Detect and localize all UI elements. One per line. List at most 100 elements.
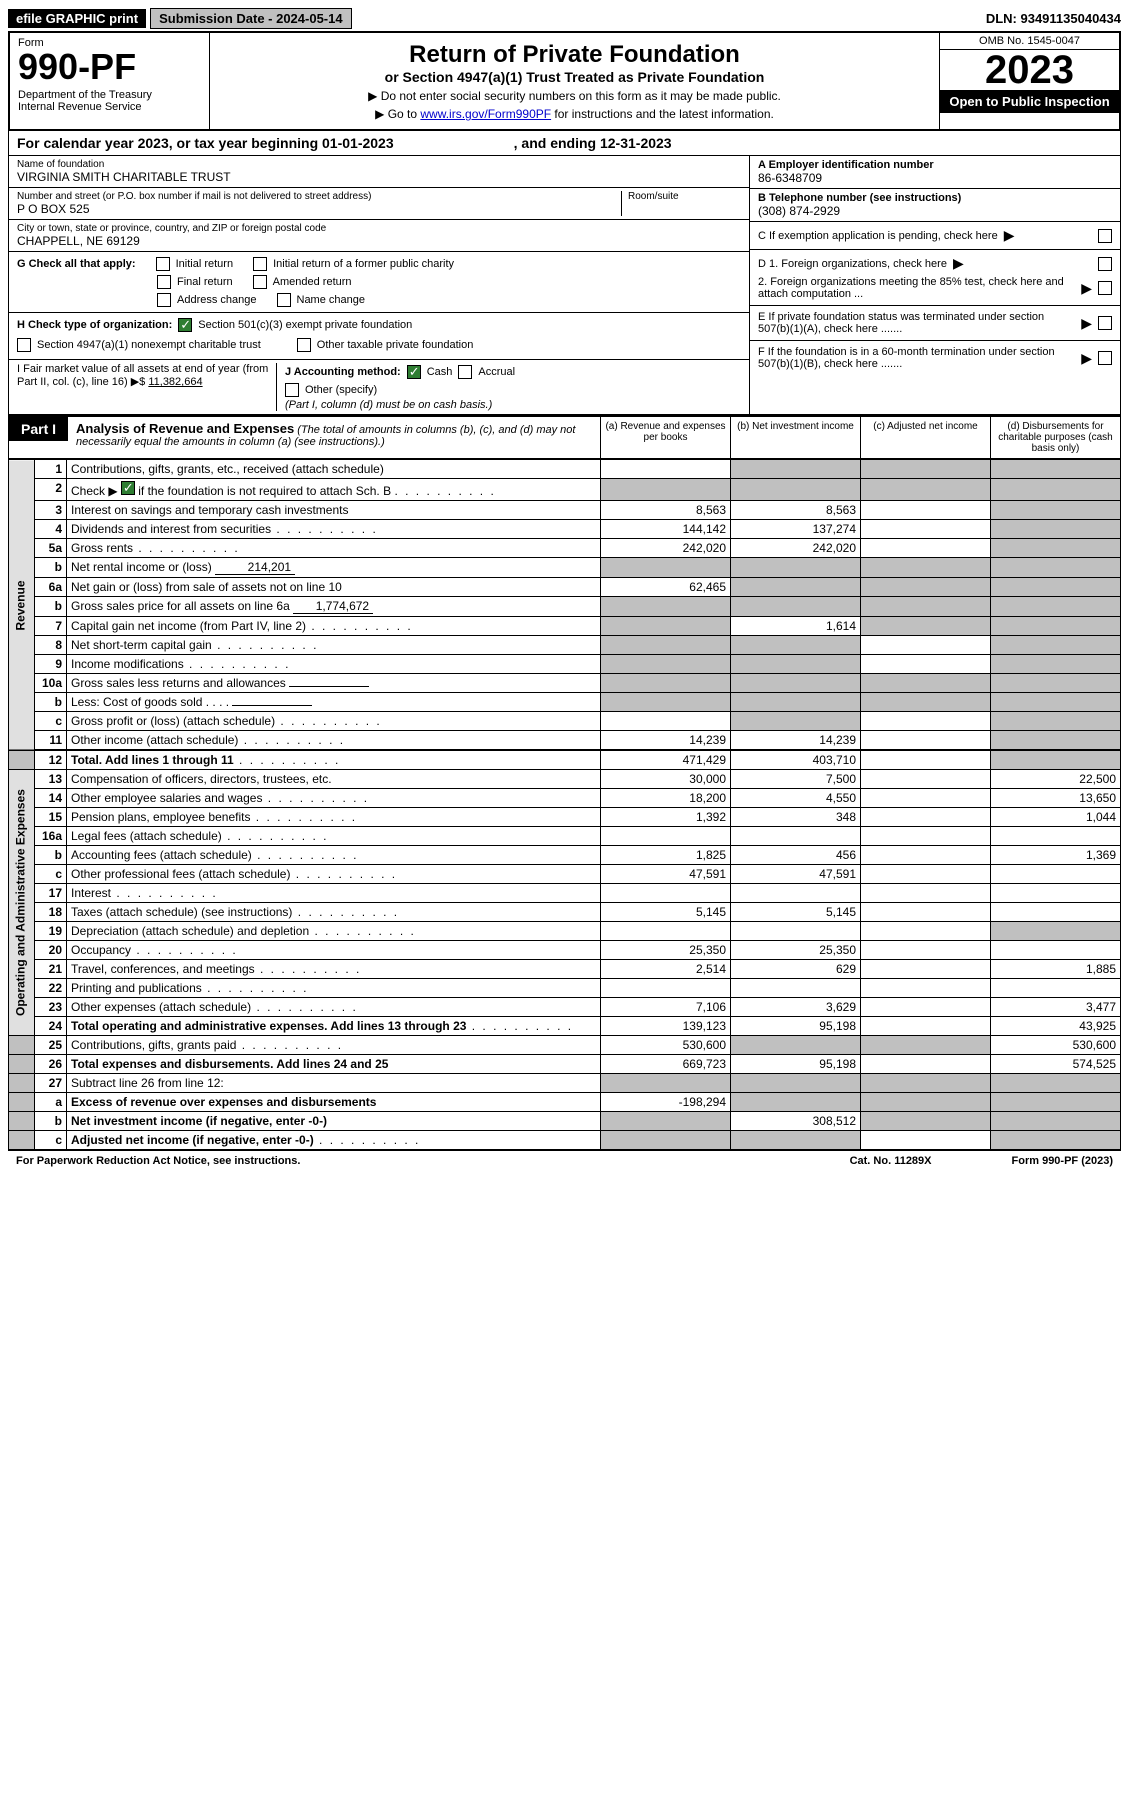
expenses-label: Operating and Administrative Expenses xyxy=(9,770,35,1036)
year-box: OMB No. 1545-0047 2023 Open to Public In… xyxy=(939,33,1119,129)
info-left: Name of foundation VIRGINIA SMITH CHARIT… xyxy=(9,156,750,414)
table-row: 17Interest xyxy=(9,884,1121,903)
table-row: cAdjusted net income (if negative, enter… xyxy=(9,1131,1121,1150)
g-section: G Check all that apply: Initial return I… xyxy=(9,252,749,313)
check-other-method[interactable] xyxy=(285,383,299,397)
table-row: 21Travel, conferences, and meetings2,514… xyxy=(9,960,1121,979)
table-row: 11Other income (attach schedule)14,23914… xyxy=(9,731,1121,751)
table-row: 20Occupancy25,35025,350 xyxy=(9,941,1121,960)
cal-year-end: , and ending 12-31-2023 xyxy=(514,135,672,151)
fmv-value: 11,382,664 xyxy=(148,376,202,388)
table-row: 4Dividends and interest from securities1… xyxy=(9,520,1121,539)
top-bar: efile GRAPHIC print Submission Date - 20… xyxy=(8,8,1121,29)
form-page: efile GRAPHIC print Submission Date - 20… xyxy=(0,0,1129,1179)
d-cell: D 1. Foreign organizations, check here▶ … xyxy=(750,250,1120,306)
footer-right: Form 990-PF (2023) xyxy=(1012,1155,1113,1167)
table-row: 10aGross sales less returns and allowanc… xyxy=(9,674,1121,693)
table-row: 22Printing and publications xyxy=(9,979,1121,998)
ein-cell: A Employer identification number 86-6348… xyxy=(750,156,1120,189)
check-e[interactable] xyxy=(1098,316,1112,330)
table-row: Revenue 1Contributions, gifts, grants, e… xyxy=(9,460,1121,479)
part1-header: Part I Analysis of Revenue and Expenses … xyxy=(8,415,1121,459)
form-id-box: Form 990-PF Department of the TreasuryIn… xyxy=(10,33,210,129)
check-501c3[interactable] xyxy=(178,318,192,332)
table-row: 26Total expenses and disbursements. Add … xyxy=(9,1055,1121,1074)
main-table: Revenue 1Contributions, gifts, grants, e… xyxy=(8,459,1121,1150)
check-accrual[interactable] xyxy=(458,365,472,379)
check-d2[interactable] xyxy=(1098,281,1112,295)
table-row: cGross profit or (loss) (attach schedule… xyxy=(9,712,1121,731)
main-title: Return of Private Foundation xyxy=(218,41,931,69)
table-row: 16aLegal fees (attach schedule) xyxy=(9,827,1121,846)
title-box: Return of Private Foundation or Section … xyxy=(210,33,939,129)
page-footer: For Paperwork Reduction Act Notice, see … xyxy=(8,1150,1121,1171)
dln: DLN: 93491135040434 xyxy=(986,11,1121,26)
table-row: 12Total. Add lines 1 through 11471,42940… xyxy=(9,750,1121,770)
table-row: bGross sales price for all assets on lin… xyxy=(9,597,1121,617)
part1-label: Part I xyxy=(9,417,68,441)
col-b-hdr: (b) Net investment income xyxy=(730,417,860,458)
c-cell: C If exemption application is pending, c… xyxy=(750,222,1120,250)
check-final[interactable] xyxy=(157,275,171,289)
table-row: 24Total operating and administrative exp… xyxy=(9,1017,1121,1036)
calendar-year-row: For calendar year 2023, or tax year begi… xyxy=(8,131,1121,156)
phone-cell: B Telephone number (see instructions) (3… xyxy=(750,189,1120,222)
check-other-taxable[interactable] xyxy=(297,338,311,352)
address: P O BOX 525 xyxy=(17,202,621,216)
i-j-section: I Fair market value of all assets at end… xyxy=(9,360,749,414)
table-row: 19Depreciation (attach schedule) and dep… xyxy=(9,922,1121,941)
check-cash[interactable] xyxy=(407,365,421,379)
efile-button[interactable]: efile GRAPHIC print xyxy=(8,9,146,28)
check-name-change[interactable] xyxy=(277,293,291,307)
city-cell: City or town, state or province, country… xyxy=(9,220,749,252)
check-initial-former[interactable] xyxy=(253,257,267,271)
table-row: 27Subtract line 26 from line 12: xyxy=(9,1074,1121,1093)
e-cell: E If private foundation status was termi… xyxy=(750,306,1120,341)
tax-year: 2023 xyxy=(940,50,1119,90)
room-label: Room/suite xyxy=(628,191,741,202)
table-row: 6aNet gain or (loss) from sale of assets… xyxy=(9,578,1121,597)
table-row: 9Income modifications xyxy=(9,655,1121,674)
city: CHAPPELL, NE 69129 xyxy=(17,234,741,248)
subtitle: or Section 4947(a)(1) Trust Treated as P… xyxy=(218,69,931,85)
part1-desc: Analysis of Revenue and Expenses (The to… xyxy=(68,417,600,452)
col-c-hdr: (c) Adjusted net income xyxy=(860,417,990,458)
table-row: 14Other employee salaries and wages18,20… xyxy=(9,789,1121,808)
cal-year-begin: For calendar year 2023, or tax year begi… xyxy=(17,135,394,151)
table-row: 7Capital gain net income (from Part IV, … xyxy=(9,617,1121,636)
col-a-hdr: (a) Revenue and expenses per books xyxy=(600,417,730,458)
check-c[interactable] xyxy=(1098,229,1112,243)
department: Department of the TreasuryInternal Reven… xyxy=(18,89,201,113)
note-2: ▶ Go to www.irs.gov/Form990PF for instru… xyxy=(218,107,931,121)
table-row: bLess: Cost of goods sold . . . . xyxy=(9,693,1121,712)
check-d1[interactable] xyxy=(1098,257,1112,271)
check-f[interactable] xyxy=(1098,351,1112,365)
table-row: aExcess of revenue over expenses and dis… xyxy=(9,1093,1121,1112)
table-row: 2Check ▶ if the foundation is not requir… xyxy=(9,479,1121,501)
instructions-link[interactable]: www.irs.gov/Form990PF xyxy=(420,107,551,121)
table-row: Operating and Administrative Expenses 13… xyxy=(9,770,1121,789)
form-number: 990-PF xyxy=(18,49,201,85)
table-row: 5aGross rents242,020242,020 xyxy=(9,539,1121,558)
table-row: bNet investment income (if negative, ent… xyxy=(9,1112,1121,1131)
table-row: 18Taxes (attach schedule) (see instructi… xyxy=(9,903,1121,922)
h-section: H Check type of organization: Section 50… xyxy=(9,313,749,360)
f-cell: F If the foundation is in a 60-month ter… xyxy=(750,341,1120,375)
check-initial[interactable] xyxy=(156,257,170,271)
table-row: 25Contributions, gifts, grants paid530,6… xyxy=(9,1036,1121,1055)
footer-mid: Cat. No. 11289X xyxy=(850,1155,932,1167)
form-header: Form 990-PF Department of the TreasuryIn… xyxy=(8,31,1121,131)
check-addr-change[interactable] xyxy=(157,293,171,307)
footer-left: For Paperwork Reduction Act Notice, see … xyxy=(16,1155,300,1167)
submission-date: Submission Date - 2024-05-14 xyxy=(150,8,352,29)
foundation-name: VIRGINIA SMITH CHARITABLE TRUST xyxy=(17,170,741,184)
check-amended[interactable] xyxy=(253,275,267,289)
check-sch-b[interactable] xyxy=(121,481,135,495)
table-row: 23Other expenses (attach schedule)7,1063… xyxy=(9,998,1121,1017)
open-public: Open to Public Inspection xyxy=(940,90,1119,113)
table-row: 3Interest on savings and temporary cash … xyxy=(9,501,1121,520)
note-1: ▶ Do not enter social security numbers o… xyxy=(218,89,931,103)
col-d-hdr: (d) Disbursements for charitable purpose… xyxy=(990,417,1120,458)
ein: 86-6348709 xyxy=(758,171,1112,185)
check-4947[interactable] xyxy=(17,338,31,352)
